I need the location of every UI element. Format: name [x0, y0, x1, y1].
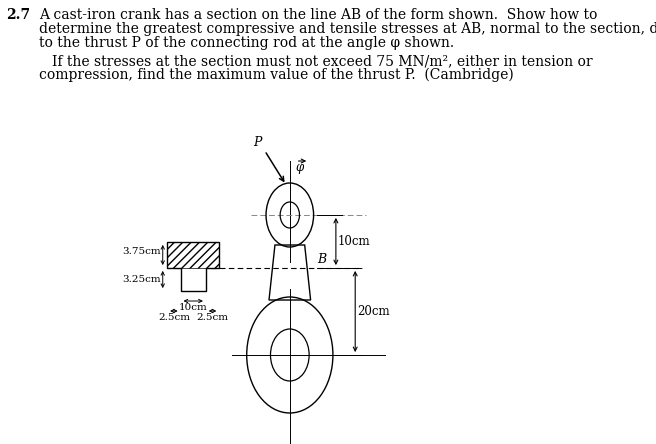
Text: compression, find the maximum value of the thrust P.  (Cambridge): compression, find the maximum value of t…	[39, 68, 514, 83]
Text: 3.75cm: 3.75cm	[123, 246, 161, 256]
Text: 10cm: 10cm	[179, 303, 207, 312]
Text: If the stresses at the section must not exceed 75 MN/m², either in tension or: If the stresses at the section must not …	[52, 54, 592, 68]
Text: φ: φ	[296, 160, 304, 174]
Text: 2.7: 2.7	[6, 8, 30, 22]
Text: 10cm: 10cm	[338, 235, 371, 248]
Polygon shape	[167, 242, 219, 291]
Text: 2.5cm: 2.5cm	[158, 313, 190, 322]
Text: A: A	[207, 253, 216, 266]
Text: 3.25cm: 3.25cm	[123, 275, 161, 284]
Text: to the thrust P of the connecting rod at the angle φ shown.: to the thrust P of the connecting rod at…	[39, 36, 454, 50]
Text: B: B	[318, 253, 327, 266]
Text: A cast-iron crank has a section on the line AB of the form shown.  Show how to: A cast-iron crank has a section on the l…	[39, 8, 597, 22]
Text: determine the greatest compressive and tensile stresses at AB, normal to the sec: determine the greatest compressive and t…	[39, 22, 656, 36]
Text: 2.5cm: 2.5cm	[197, 313, 228, 322]
Text: 20cm: 20cm	[358, 305, 390, 318]
Text: P: P	[253, 135, 262, 149]
